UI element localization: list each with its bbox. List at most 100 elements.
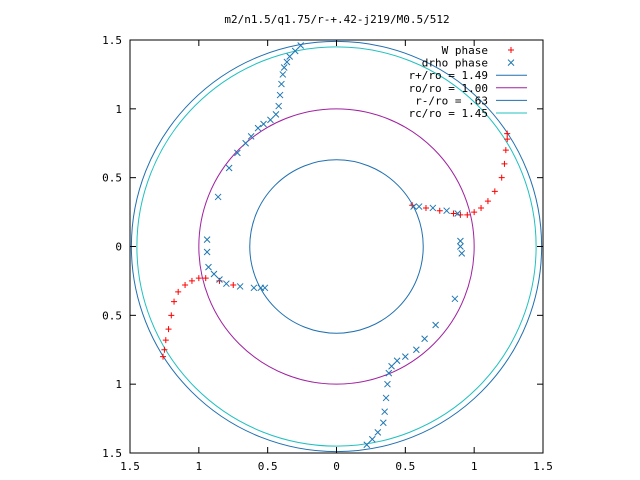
point-s0-12 (502, 147, 509, 154)
point-s0-26 (161, 346, 168, 353)
point-s1-2 (286, 53, 294, 60)
point-s0-6 (471, 209, 478, 216)
point-s0-9 (491, 188, 498, 195)
point-s1-13 (247, 133, 255, 140)
point-s1-33 (457, 237, 464, 245)
point-s1-11 (260, 120, 267, 128)
point-s1-36 (451, 295, 459, 303)
point-s1-34 (457, 243, 464, 250)
x-tick-label-3: 0 (333, 460, 340, 473)
y-tick-label-6: 1.5 (102, 447, 122, 460)
point-s0-24 (165, 326, 172, 333)
point-s1-38 (421, 335, 428, 343)
y-tick-label-2: 0.5 (102, 172, 122, 185)
point-s1-30 (429, 204, 437, 212)
point-s1-19 (203, 248, 211, 256)
legend-symbol-0 (508, 47, 514, 53)
point-s1-28 (410, 203, 417, 210)
point-s0-8 (484, 198, 491, 205)
point-s1-31 (443, 207, 450, 215)
legend-label-5: rc/ro = 1.45 (409, 107, 488, 120)
point-s0-18 (195, 275, 202, 282)
point-s1-23 (223, 280, 230, 288)
circle-1 (198, 108, 475, 385)
x-tick-label-5: 1 (471, 460, 478, 473)
chart-title: m2/n1.5/q1.75/r-+.42-j219/M0.5/512 (224, 13, 449, 26)
point-s0-20 (182, 282, 189, 289)
point-s1-35 (458, 250, 466, 257)
point-s1-14 (242, 139, 249, 147)
point-s1-45 (382, 394, 390, 402)
point-s1-16 (225, 164, 233, 172)
point-s0-23 (168, 312, 175, 319)
axis-ticks: 1.5 1 0.5 0 0.5 1 1.51.510.500.511.5 (102, 34, 553, 473)
legend-label-0: W phase (442, 44, 488, 57)
point-s0-16 (216, 277, 223, 284)
point-s1-10 (267, 116, 274, 124)
point-s0-15 (230, 282, 237, 289)
x-tick-label-6: 1.5 (533, 460, 553, 473)
point-s1-12 (254, 124, 262, 132)
point-s0-7 (478, 204, 485, 211)
point-s1-48 (374, 428, 382, 436)
point-s1-4 (280, 64, 288, 71)
point-s1-29 (415, 203, 423, 210)
point-s1-20 (205, 263, 212, 271)
point-s1-25 (250, 284, 258, 292)
y-tick-label-5: 1 (115, 378, 122, 391)
legend-label-3: ro/ro = 1.00 (409, 82, 488, 95)
y-tick-label-4: 0.5 (102, 309, 122, 322)
point-s1-37 (432, 321, 439, 329)
point-s1-47 (379, 419, 387, 427)
point-s0-19 (188, 277, 195, 284)
point-s1-18 (203, 236, 211, 243)
y-tick-label-3: 0 (115, 241, 122, 254)
point-s1-5 (279, 71, 287, 78)
y-tick-label-1: 1 (115, 103, 122, 116)
point-s1-42 (388, 362, 395, 370)
point-s1-24 (236, 283, 244, 290)
point-s0-13 (504, 136, 511, 143)
point-s0-14 (504, 130, 511, 137)
legend-label-1: drho phase (422, 57, 488, 70)
point-s1-39 (412, 346, 420, 354)
point-s1-43 (385, 369, 393, 377)
point-s1-17 (214, 193, 222, 201)
point-s1-40 (401, 353, 409, 360)
point-s0-5 (464, 211, 471, 218)
y-tick-label-0: 1.5 (102, 34, 122, 47)
point-s1-3 (283, 58, 291, 66)
point-s1-15 (234, 149, 241, 157)
legend-symbol-1 (507, 59, 515, 66)
point-s1-27 (261, 284, 269, 292)
point-s1-32 (454, 210, 462, 217)
point-s0-11 (501, 160, 508, 167)
point-s1-8 (275, 102, 283, 110)
point-s1-6 (278, 80, 285, 88)
point-s1-7 (276, 91, 284, 99)
point-s0-10 (498, 174, 505, 181)
point-s1-0 (297, 42, 305, 49)
point-s0-1 (422, 204, 429, 211)
point-s1-46 (381, 408, 389, 416)
point-s1-21 (210, 270, 218, 278)
x-tick-label-1: 1 (196, 460, 203, 473)
point-s1-1 (291, 47, 299, 55)
point-s0-2 (436, 207, 443, 214)
legend-label-4: r-/ro = .63 (415, 94, 488, 107)
circle-2 (249, 159, 424, 334)
point-s0-17 (202, 275, 209, 282)
point-s1-9 (272, 110, 280, 118)
point-s0-3 (450, 210, 457, 217)
phase-points (160, 42, 511, 449)
point-s0-25 (162, 337, 169, 344)
point-s1-41 (393, 357, 401, 365)
point-s0-21 (175, 288, 182, 295)
legend-label-2: r+/ro = 1.49 (409, 69, 488, 82)
point-s0-22 (171, 298, 178, 305)
circle-3 (136, 46, 537, 447)
point-s1-22 (216, 276, 223, 283)
x-tick-label-0: 1.5 (120, 460, 140, 473)
